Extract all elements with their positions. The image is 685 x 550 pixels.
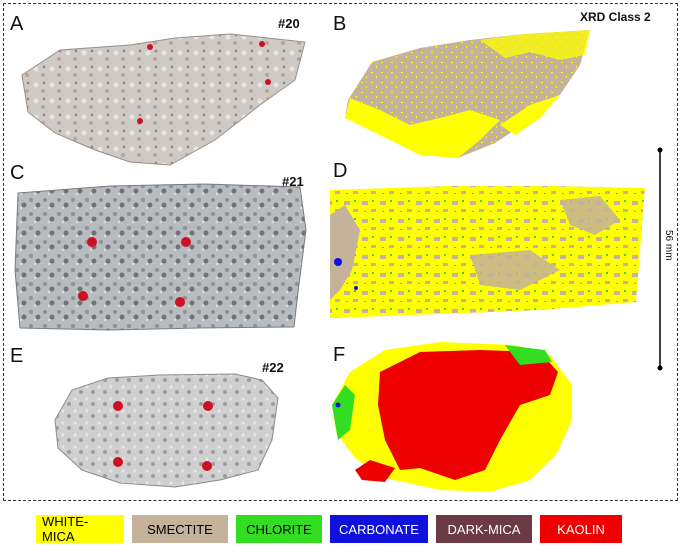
panel-label-e: E [10,345,24,367]
rock-photo-e [54,373,279,488]
legend-smectite-label: SMECTITE [147,521,213,537]
sample-id-21: #21 [282,174,304,189]
sample-id-22: #22 [262,360,284,375]
panel-label-d: D [333,160,348,182]
scale-label: 56 mm [663,230,674,261]
legend-carbonate: CARBONATE [330,515,428,543]
panel-label-c: C [10,162,25,184]
xrd-class-label: XRD Class 2 [580,10,651,24]
legend-dark-mica-label: DARK-MICA [447,521,521,537]
sample-id-20: #20 [278,16,300,31]
panel-label-a: A [10,13,24,35]
figure-frame [3,3,678,501]
mineral-map-d [330,186,645,318]
panel-label-f: F [333,344,346,366]
rock-photo-c [14,183,307,331]
legend-dark-mica: DARK-MICA [436,515,532,543]
legend-kaolin: KAOLIN [540,515,622,543]
legend-carbonate-label: CARBONATE [339,521,419,537]
rock-photo-a [21,33,306,166]
mineral-legend: WHITE-MICA SMECTITE CHLORITE CARBONATE D… [36,514,622,544]
legend-chlorite: CHLORITE [236,515,322,543]
mineral-map-b [345,30,590,158]
legend-white-mica: WHITE-MICA [36,514,124,544]
legend-white-mica-label: WHITE-MICA [42,514,89,544]
legend-chlorite-label: CHLORITE [246,521,312,537]
mineral-map-f [332,342,572,492]
scale-bar [657,147,663,371]
legend-smectite: SMECTITE [132,515,228,543]
legend-kaolin-label: KAOLIN [557,521,605,537]
panel-label-b: B [333,13,347,35]
